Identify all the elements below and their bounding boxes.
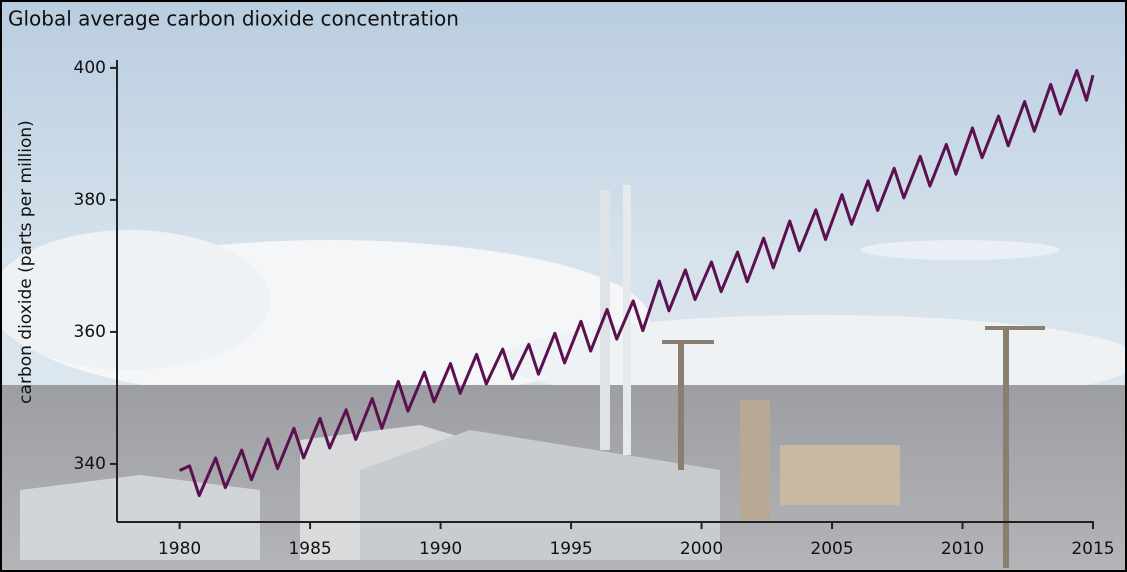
chart: Global average carbon dioxide concentrat… [0,0,1127,572]
x-tick-label: 2015 [1071,539,1114,559]
x-tick-label: 2010 [941,539,984,559]
y-axis-label: carbon dioxide (parts per million) [16,120,36,404]
x-tick-label: 1995 [549,539,592,559]
y-tick-label: 400 [74,58,106,78]
y-tick-label: 340 [74,454,106,474]
x-tick-label: 1980 [158,539,201,559]
y-tick-label: 380 [74,190,106,210]
x-tick-label: 1985 [288,539,331,559]
page: {"chart_data": {"type": "line", "title":… [0,0,1127,572]
x-tick-label: 2005 [810,539,853,559]
x-tick-label: 2000 [680,539,723,559]
background-photo [0,0,1127,572]
chart-title: Global average carbon dioxide concentrat… [8,7,459,31]
y-tick-label: 360 [74,322,106,342]
x-tick-label: 1990 [419,539,462,559]
